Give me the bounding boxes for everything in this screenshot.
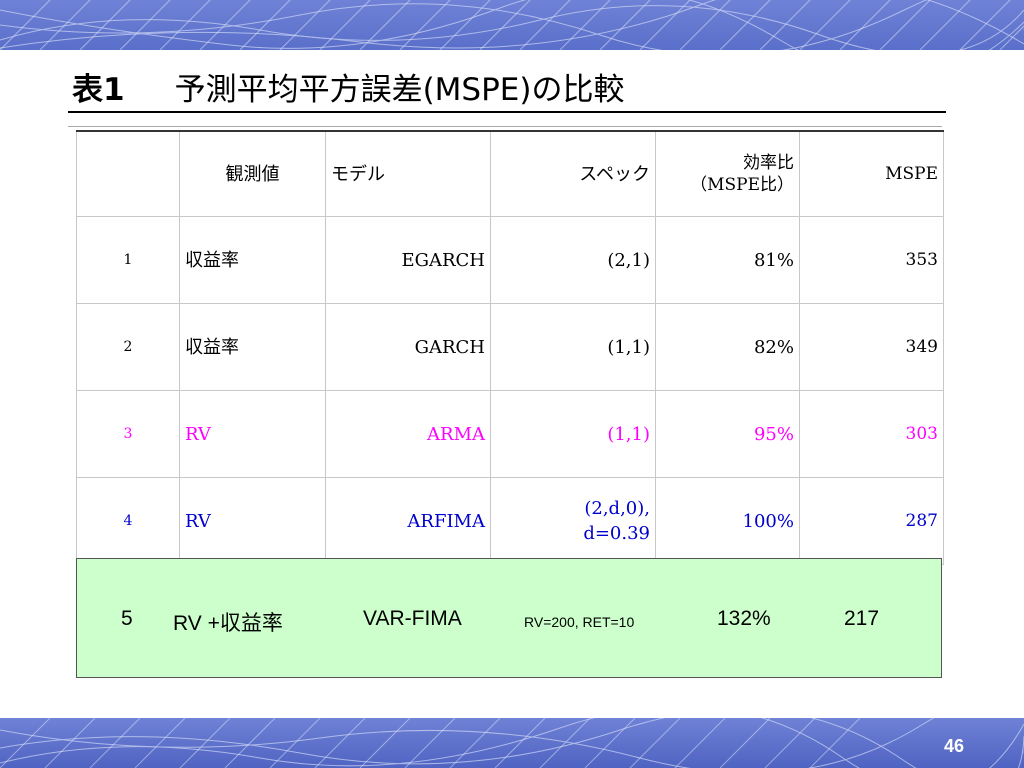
highlight-spec: RV=200, RET=10: [524, 614, 635, 630]
header-spec: スペック: [490, 130, 656, 217]
cell-efficiency: 81%: [655, 216, 800, 304]
highlight-efficiency: 132%: [717, 607, 771, 630]
cell-mspe: 353: [799, 216, 944, 304]
highlight-observed: RV +収益率: [173, 612, 283, 635]
cell-mspe: 287: [799, 477, 944, 565]
cell-mspe: 349: [799, 303, 944, 391]
highlight-row-box: 5 RV +収益率 VAR-FIMA RV=200, RET=10 132% 2…: [76, 558, 942, 678]
title-underline: [68, 111, 946, 113]
highlight-no: 5: [121, 607, 133, 630]
header-no: [76, 130, 180, 217]
cell-spec: (1,1): [490, 390, 656, 478]
top-banner: [0, 0, 1024, 50]
wave-pattern-top: [0, 0, 1024, 50]
header-efficiency-line1: 効率比: [743, 153, 794, 173]
slide-title: 表1 予測平均平方誤差(MSPE)の比較: [72, 64, 624, 108]
header-efficiency: 効率比 （MSPE比）: [655, 130, 800, 217]
cell-observed: RV: [179, 390, 326, 478]
cell-no: 1: [76, 216, 180, 304]
highlight-mspe: 217: [844, 607, 880, 630]
cell-spec-line2: d=0.39: [583, 523, 650, 544]
cell-spec-line1: (2,d,0),: [584, 498, 650, 519]
cell-efficiency: 82%: [655, 303, 800, 391]
cell-efficiency: 95%: [655, 390, 800, 478]
cell-model: EGARCH: [325, 216, 491, 304]
header-observed: 観測値: [179, 130, 326, 217]
wave-pattern-bottom: [0, 718, 1024, 768]
header-mspe: MSPE: [799, 130, 944, 217]
mspe-comparison-table: 観測値 モデル スペック 効率比 （MSPE比） MSPE 1 収益率 EGAR…: [76, 130, 944, 565]
cell-model: ARMA: [325, 390, 491, 478]
table-row: 4 RV ARFIMA (2,d,0), d=0.39 100% 287: [76, 477, 944, 565]
cell-spec: (2,1): [490, 216, 656, 304]
highlight-model: VAR-FIMA: [363, 607, 462, 630]
cell-no: 2: [76, 303, 180, 391]
table-row: 2 収益率 GARCH (1,1) 82% 349: [76, 303, 944, 391]
cell-efficiency: 100%: [655, 477, 800, 565]
table-row: 1 収益率 EGARCH (2,1) 81% 353: [76, 216, 944, 304]
table-label: 表1: [72, 71, 125, 108]
title-text: 予測平均平方誤差(MSPE)の比較: [174, 71, 625, 108]
cell-observed: 収益率: [179, 303, 326, 391]
cell-no: 3: [76, 390, 180, 478]
page-number: 46: [943, 736, 964, 756]
table-row: 3 RV ARMA (1,1) 95% 303: [76, 390, 944, 478]
table-header-row: 観測値 モデル スペック 効率比 （MSPE比） MSPE: [76, 130, 944, 217]
header-efficiency-line2: （MSPE比）: [690, 175, 794, 195]
cell-observed: RV: [179, 477, 326, 565]
bottom-banner: [0, 718, 1024, 768]
table-top-rule: [68, 126, 942, 127]
cell-observed: 収益率: [179, 216, 326, 304]
cell-spec: (2,d,0), d=0.39: [490, 477, 656, 565]
header-model: モデル: [325, 130, 491, 217]
cell-no: 4: [76, 477, 180, 565]
cell-spec: (1,1): [490, 303, 656, 391]
cell-model: ARFIMA: [325, 477, 491, 565]
cell-model: GARCH: [325, 303, 491, 391]
cell-mspe: 303: [799, 390, 944, 478]
